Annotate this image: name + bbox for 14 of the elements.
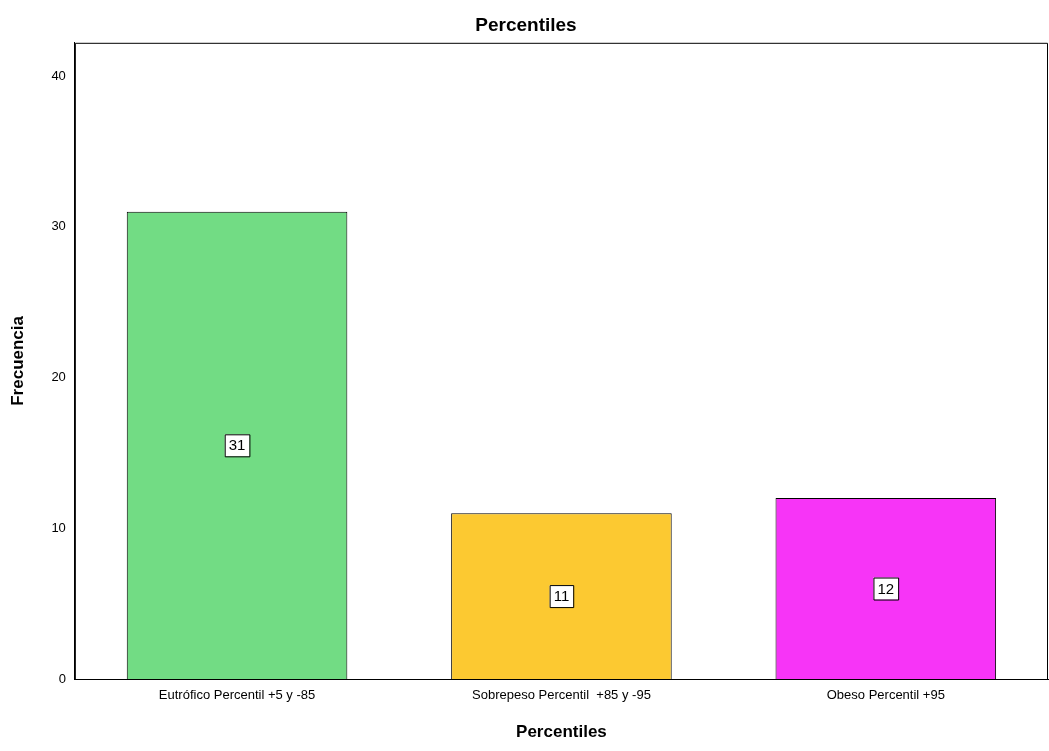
x-tick-label: Obeso Percentil +95 <box>826 687 945 703</box>
x-axis-title: Percentiles <box>516 722 607 742</box>
y-tick-label: 30 <box>51 218 66 234</box>
y-axis-title: Frecuencia <box>7 315 27 406</box>
y-tick-label: 40 <box>51 67 66 83</box>
data-label: 11 <box>553 587 570 605</box>
y-tick-label: 10 <box>51 519 66 535</box>
x-tick-label: Sobrepeso Percentil +85 y -95 <box>472 687 651 703</box>
y-tick-label: 0 <box>58 670 66 686</box>
data-label: 12 <box>877 579 895 597</box>
y-tick-label: 20 <box>51 369 66 385</box>
chart-title: Percentiles <box>475 13 577 35</box>
x-tick-label: Eutrófico Percentil +5 y -85 <box>158 687 316 703</box>
data-label: 31 <box>228 436 246 454</box>
